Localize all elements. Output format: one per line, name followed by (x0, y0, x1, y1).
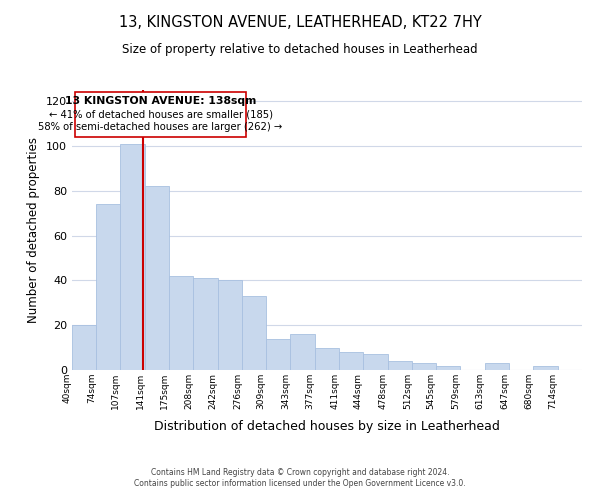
Bar (242, 296, 266, 370)
Y-axis label: Number of detached properties: Number of detached properties (28, 137, 40, 323)
Bar (72, 325, 97, 370)
Bar (412, 364, 436, 370)
Bar (169, 276, 193, 370)
Bar (436, 366, 460, 370)
Bar (120, 144, 145, 370)
Text: Contains HM Land Registry data © Crown copyright and database right 2024.
Contai: Contains HM Land Registry data © Crown c… (134, 468, 466, 487)
Text: 58% of semi-detached houses are larger (262) →: 58% of semi-detached houses are larger (… (38, 122, 283, 132)
X-axis label: Distribution of detached houses by size in Leatherhead: Distribution of detached houses by size … (154, 420, 500, 434)
Bar (363, 354, 388, 370)
Bar (485, 364, 509, 370)
Bar (75, 92, 247, 137)
Text: 13 KINGSTON AVENUE: 138sqm: 13 KINGSTON AVENUE: 138sqm (65, 96, 256, 106)
Bar (97, 204, 120, 370)
Bar (339, 352, 363, 370)
Bar (315, 348, 339, 370)
Bar (193, 278, 218, 370)
Bar (290, 334, 315, 370)
Bar (533, 366, 557, 370)
Bar (145, 186, 169, 370)
Bar (218, 280, 242, 370)
Bar (388, 361, 412, 370)
Text: Size of property relative to detached houses in Leatherhead: Size of property relative to detached ho… (122, 42, 478, 56)
Text: 13, KINGSTON AVENUE, LEATHERHEAD, KT22 7HY: 13, KINGSTON AVENUE, LEATHERHEAD, KT22 7… (119, 15, 481, 30)
Text: ← 41% of detached houses are smaller (185): ← 41% of detached houses are smaller (18… (49, 109, 272, 119)
Bar (266, 338, 290, 370)
